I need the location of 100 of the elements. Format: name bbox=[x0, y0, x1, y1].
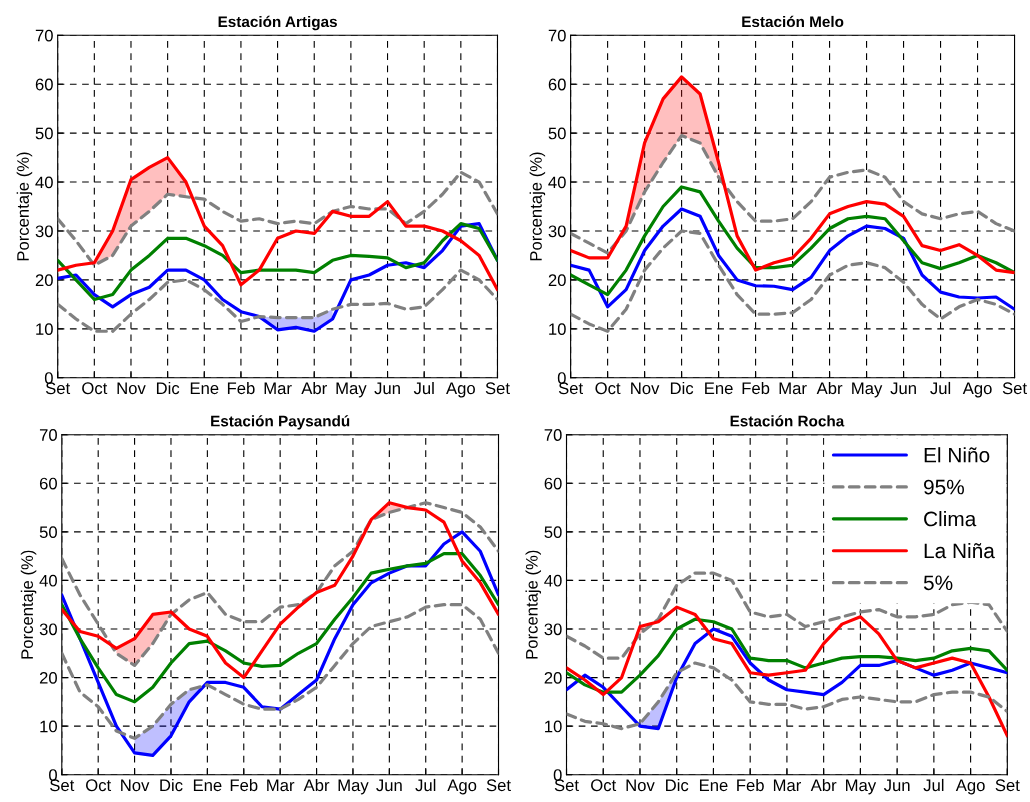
y-tick-label: 50 bbox=[544, 526, 562, 539]
x-tick-label: Ene bbox=[705, 382, 733, 395]
x-tick-label: Jul bbox=[923, 778, 944, 792]
line-series bbox=[566, 605, 1008, 738]
x-tick-label: Jun bbox=[890, 382, 916, 395]
line-series bbox=[570, 133, 1015, 255]
x-tick-label: Mar bbox=[264, 382, 292, 395]
x-tick-label: Dic bbox=[666, 778, 689, 792]
y-tick-label: 60 bbox=[548, 78, 566, 91]
y-tick-label: 60 bbox=[35, 78, 53, 91]
legend-label: 5% bbox=[923, 575, 953, 591]
x-tick-label: Mar bbox=[267, 779, 295, 792]
legend-label: La Niña bbox=[924, 542, 995, 559]
y-tick-label: 20 bbox=[39, 671, 57, 684]
x-tick-label: Nov bbox=[117, 382, 146, 395]
y-axis-title: Porcentaje (%) bbox=[529, 152, 546, 261]
x-tick-label: Ene bbox=[190, 382, 219, 395]
y-tick-label: 20 bbox=[548, 274, 566, 287]
y-tick-label: 30 bbox=[548, 225, 566, 238]
x-tick-label: Set bbox=[995, 779, 1020, 792]
y-axis-title: Porcentaje (%) bbox=[525, 550, 542, 659]
line-series bbox=[57, 170, 498, 267]
chart-title: Estación Melo bbox=[742, 15, 844, 28]
line-series bbox=[61, 552, 499, 704]
line-series bbox=[566, 661, 1008, 731]
x-tick-label: Dic bbox=[670, 381, 694, 395]
y-tick-label: 50 bbox=[548, 127, 566, 140]
x-tick-label: Mar bbox=[773, 779, 801, 792]
x-tick-label: Set bbox=[485, 382, 510, 395]
x-tick-label: Jun bbox=[883, 779, 910, 792]
x-tick-label: Jun bbox=[376, 779, 402, 792]
x-tick-label: May bbox=[336, 382, 367, 398]
line-series bbox=[566, 571, 1008, 660]
y-tick-label: 70 bbox=[39, 429, 57, 441]
x-tick-label: Oct bbox=[591, 779, 617, 792]
x-tick-label: May bbox=[338, 779, 369, 795]
line-series bbox=[570, 75, 1015, 275]
y-tick-label: 0 bbox=[49, 769, 57, 781]
x-tick-label: Ago bbox=[447, 779, 477, 795]
y-tick-label: 20 bbox=[544, 671, 562, 684]
y-tick-label: 50 bbox=[35, 127, 53, 140]
x-tick-label: Set bbox=[554, 779, 579, 792]
y-tick-label: 0 bbox=[44, 372, 53, 384]
line-series bbox=[57, 222, 498, 302]
y-tick-label: 10 bbox=[40, 720, 57, 733]
y-tick-label: 40 bbox=[39, 574, 57, 587]
x-tick-label: Feb bbox=[227, 381, 255, 395]
x-tick-label: Nov bbox=[626, 779, 655, 792]
x-tick-label: Abr bbox=[303, 778, 330, 792]
y-tick-label: 10 bbox=[36, 323, 53, 336]
x-tick-label: Oct bbox=[86, 779, 112, 792]
x-tick-label: Ago bbox=[955, 779, 985, 795]
x-tick-label: Ago bbox=[962, 382, 992, 398]
y-tick-label: 40 bbox=[35, 176, 53, 189]
x-tick-label: Dic bbox=[156, 381, 180, 395]
y-tick-label: 70 bbox=[35, 29, 53, 42]
x-tick-label: Abr bbox=[301, 381, 327, 395]
y-tick-label: 20 bbox=[35, 274, 53, 287]
y-tick-label: 60 bbox=[544, 477, 562, 490]
x-tick-label: Set bbox=[45, 382, 71, 395]
x-tick-label: Ene bbox=[699, 779, 728, 792]
x-tick-label: Set bbox=[558, 382, 584, 395]
x-tick-label: Nov bbox=[121, 779, 150, 792]
x-tick-label: Feb bbox=[230, 778, 258, 792]
x-tick-label: Oct bbox=[595, 382, 621, 395]
x-tick-label: Ago bbox=[446, 382, 475, 398]
x-tick-label: Dic bbox=[160, 778, 183, 792]
x-tick-label: Jul bbox=[415, 778, 436, 792]
x-tick-label: May bbox=[846, 779, 877, 795]
line-series bbox=[57, 155, 498, 292]
y-tick-label: 0 bbox=[553, 769, 562, 781]
y-tick-label: 30 bbox=[544, 623, 562, 636]
x-tick-label: May bbox=[852, 382, 883, 398]
y-tick-label: 70 bbox=[548, 29, 566, 42]
x-tick-label: Set bbox=[1002, 382, 1027, 395]
legend-label: Clima bbox=[924, 511, 977, 527]
y-tick-label: 0 bbox=[557, 372, 566, 384]
y-tick-label: 60 bbox=[39, 477, 57, 490]
line-series bbox=[57, 268, 498, 333]
x-tick-label: Abr bbox=[816, 381, 843, 395]
x-tick-label: Mar bbox=[779, 382, 807, 395]
line-series bbox=[570, 207, 1015, 311]
legend-label: El Niño bbox=[924, 447, 990, 463]
y-axis-title: Porcentaje (%) bbox=[16, 152, 33, 261]
x-tick-label: Set bbox=[50, 779, 75, 792]
x-tick-label: Nov bbox=[631, 382, 660, 395]
y-tick-label: 40 bbox=[548, 176, 566, 189]
line-series bbox=[570, 185, 1015, 297]
y-tick-label: 10 bbox=[549, 323, 566, 336]
x-tick-label: Feb bbox=[737, 778, 764, 792]
legend-label: 95% bbox=[924, 479, 964, 495]
x-tick-label: Set bbox=[486, 779, 511, 792]
x-tick-label: Abr bbox=[810, 778, 837, 792]
y-tick-label: 30 bbox=[35, 225, 53, 238]
x-tick-label: Ene bbox=[193, 779, 222, 792]
line-series bbox=[566, 617, 1008, 694]
chart-title: Estación Rocha bbox=[730, 415, 845, 427]
chart-title: Estación Paysandú bbox=[211, 415, 350, 430]
y-axis-title: Porcentaje (%) bbox=[20, 550, 37, 659]
y-tick-label: 10 bbox=[545, 720, 562, 733]
